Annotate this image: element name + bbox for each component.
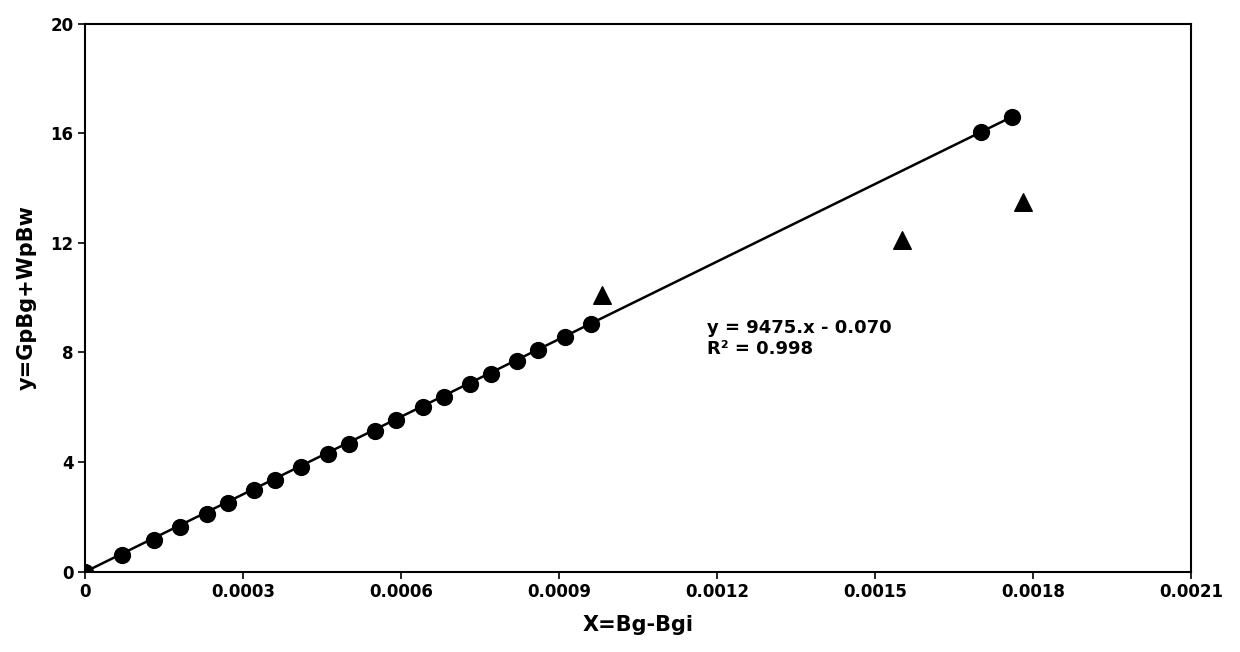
Point (218, 498, 238, 509)
Point (386, 415, 405, 426)
Point (1002, 111, 1022, 122)
X-axis label: X=Bg-Bgi: X=Bg-Bgi (583, 615, 694, 635)
Point (434, 392, 454, 402)
Y-axis label: y=GpBg+WpBw: y=GpBg+WpBw (16, 205, 37, 390)
Point (197, 509, 217, 519)
Point (339, 439, 358, 449)
Point (582, 319, 601, 329)
Point (1013, 196, 1033, 207)
Point (507, 355, 527, 366)
Point (144, 535, 164, 545)
Point (591, 289, 611, 300)
Point (366, 426, 386, 436)
Point (481, 368, 501, 379)
Point (460, 379, 480, 389)
Point (528, 345, 548, 355)
Point (170, 522, 190, 532)
Point (113, 550, 133, 561)
Point (971, 127, 991, 138)
Point (413, 402, 433, 413)
Point (76, 567, 95, 577)
Point (892, 235, 911, 245)
Point (317, 449, 337, 460)
Point (244, 485, 264, 496)
Point (554, 332, 574, 342)
Point (265, 475, 285, 485)
Text: y = 9475.x - 0.070
R² = 0.998: y = 9475.x - 0.070 R² = 0.998 (707, 319, 892, 358)
Point (291, 462, 311, 472)
